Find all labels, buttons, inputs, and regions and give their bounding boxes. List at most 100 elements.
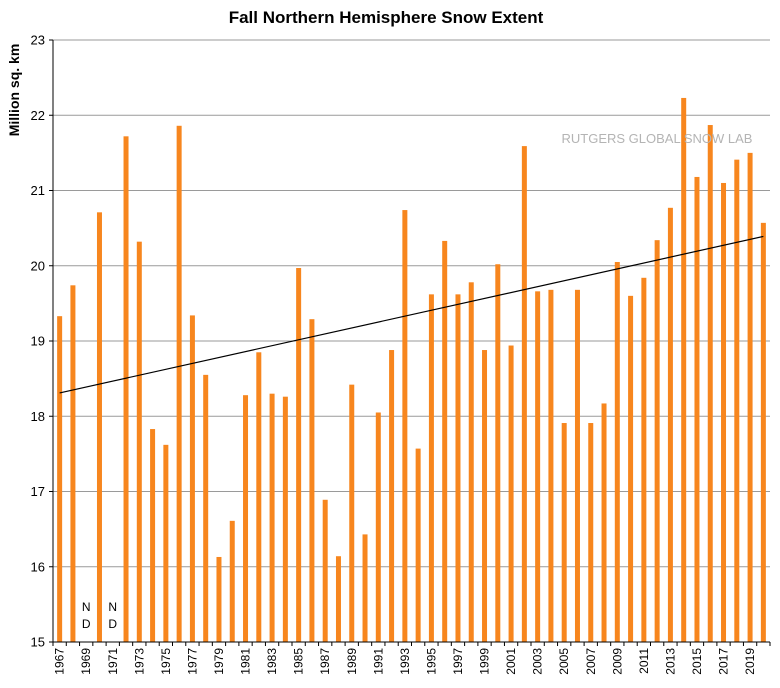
x-tick-label: 1983 [265, 648, 279, 675]
bar-1975 [163, 444, 169, 642]
bar-2012 [654, 240, 660, 643]
bar-1983 [269, 393, 275, 642]
bar-1968 [70, 285, 76, 642]
y-tick-label: 21 [31, 183, 45, 198]
bar-2005 [561, 423, 567, 642]
bar-1980 [229, 520, 235, 642]
bar-2010 [628, 295, 634, 642]
bar-1986 [309, 319, 315, 642]
x-tick-label: 1991 [371, 648, 385, 675]
bar-2000 [495, 264, 501, 642]
x-tick-label: 2011 [637, 648, 651, 674]
bar-2001 [508, 345, 514, 642]
bar-1977 [189, 315, 195, 642]
x-tick-label: 1977 [185, 648, 199, 675]
y-tick-label: 17 [31, 484, 45, 499]
bar-1996 [442, 240, 448, 643]
bar-1993 [402, 210, 408, 642]
y-tick-label: 20 [31, 258, 45, 273]
x-tick-label: 1995 [424, 648, 438, 675]
bar-1987 [322, 499, 328, 642]
bar-1988 [335, 556, 341, 642]
bar-1972 [123, 136, 129, 642]
y-axis-ticks: 15 16 17 18 19 20 21 22 23 [31, 33, 53, 650]
x-tick-label: 1979 [212, 648, 226, 675]
bar-2006 [574, 289, 580, 642]
x-axis-ticks: 1967 1969 1971 1973 1975 1977 1979 1981 1983 1985… [52, 642, 771, 675]
y-tick-label: 18 [31, 409, 45, 424]
x-tick-label: 1987 [318, 648, 332, 675]
chart-title: Fall Northern Hemisphere Snow Extent [229, 8, 544, 27]
bar-2019 [747, 152, 753, 642]
no-data-label: D [82, 617, 91, 631]
bar-2008 [601, 403, 607, 642]
bar-1997 [455, 294, 461, 642]
y-tick-label: 23 [31, 33, 45, 48]
bar-1981 [243, 395, 249, 642]
bar-1979 [216, 556, 222, 642]
no-data-label: N [108, 600, 117, 614]
bar-2002 [521, 146, 527, 643]
no-data-label: N [82, 600, 91, 614]
bar-1989 [349, 384, 355, 642]
bars [57, 97, 766, 643]
bar-1990 [362, 534, 368, 642]
y-tick-label: 19 [31, 334, 45, 349]
x-tick-label: 2005 [557, 648, 571, 675]
bar-1994 [415, 448, 421, 642]
y-tick-label: 22 [31, 108, 45, 123]
bar-1985 [296, 268, 302, 642]
x-tick-label: 2015 [690, 648, 704, 675]
x-tick-label: 1967 [53, 648, 67, 675]
bar-2011 [641, 277, 647, 642]
x-tick-label: 1989 [345, 648, 359, 675]
x-tick-label: 1975 [159, 648, 173, 675]
grid-lines [53, 39, 770, 643]
x-tick-label: 2007 [584, 648, 598, 675]
trend-line [59, 235, 764, 394]
bar-2007 [588, 423, 594, 642]
x-tick-label: 2009 [610, 648, 624, 675]
bar-1998 [468, 282, 474, 642]
x-tick-label: 1985 [292, 648, 306, 675]
x-tick-label: 1993 [398, 648, 412, 675]
bar-1999 [482, 350, 488, 642]
bar-2003 [535, 291, 541, 642]
bar-2014 [681, 97, 687, 642]
x-tick-label: 1969 [79, 648, 93, 675]
x-tick-label: 2013 [663, 648, 677, 675]
bar-2016 [707, 125, 713, 643]
bar-1974 [150, 429, 156, 642]
bar-1992 [389, 350, 395, 642]
bar-2017 [721, 182, 727, 642]
x-tick-label: 2001 [504, 648, 518, 675]
bar-1984 [282, 396, 288, 642]
x-tick-label: 1973 [132, 648, 146, 675]
bar-1970 [96, 212, 102, 642]
bar-2020 [760, 222, 766, 643]
bar-1976 [176, 125, 182, 642]
bar-1991 [375, 412, 381, 642]
no-data-label: D [108, 617, 117, 631]
bar-2009 [614, 261, 620, 642]
x-tick-label: 2019 [743, 648, 757, 675]
x-tick-label: 1997 [451, 648, 465, 675]
bar-1978 [203, 374, 209, 642]
watermark-text: RUTGERS GLOBAL SNOW LAB [562, 131, 753, 146]
bar-1982 [256, 352, 262, 642]
bar-2015 [694, 176, 700, 642]
x-tick-label: 2003 [531, 648, 545, 675]
bar-2013 [667, 207, 673, 642]
y-tick-label: 15 [31, 635, 45, 650]
x-tick-label: 1971 [106, 648, 120, 675]
bar-1973 [136, 241, 142, 643]
x-tick-label: 1981 [239, 648, 253, 675]
x-tick-label: 2017 [717, 648, 731, 675]
bar-1967 [57, 316, 63, 642]
x-tick-label: 1999 [478, 648, 492, 675]
y-tick-label: 16 [31, 559, 45, 574]
bar-2018 [734, 159, 740, 642]
bar-1995 [428, 294, 434, 642]
